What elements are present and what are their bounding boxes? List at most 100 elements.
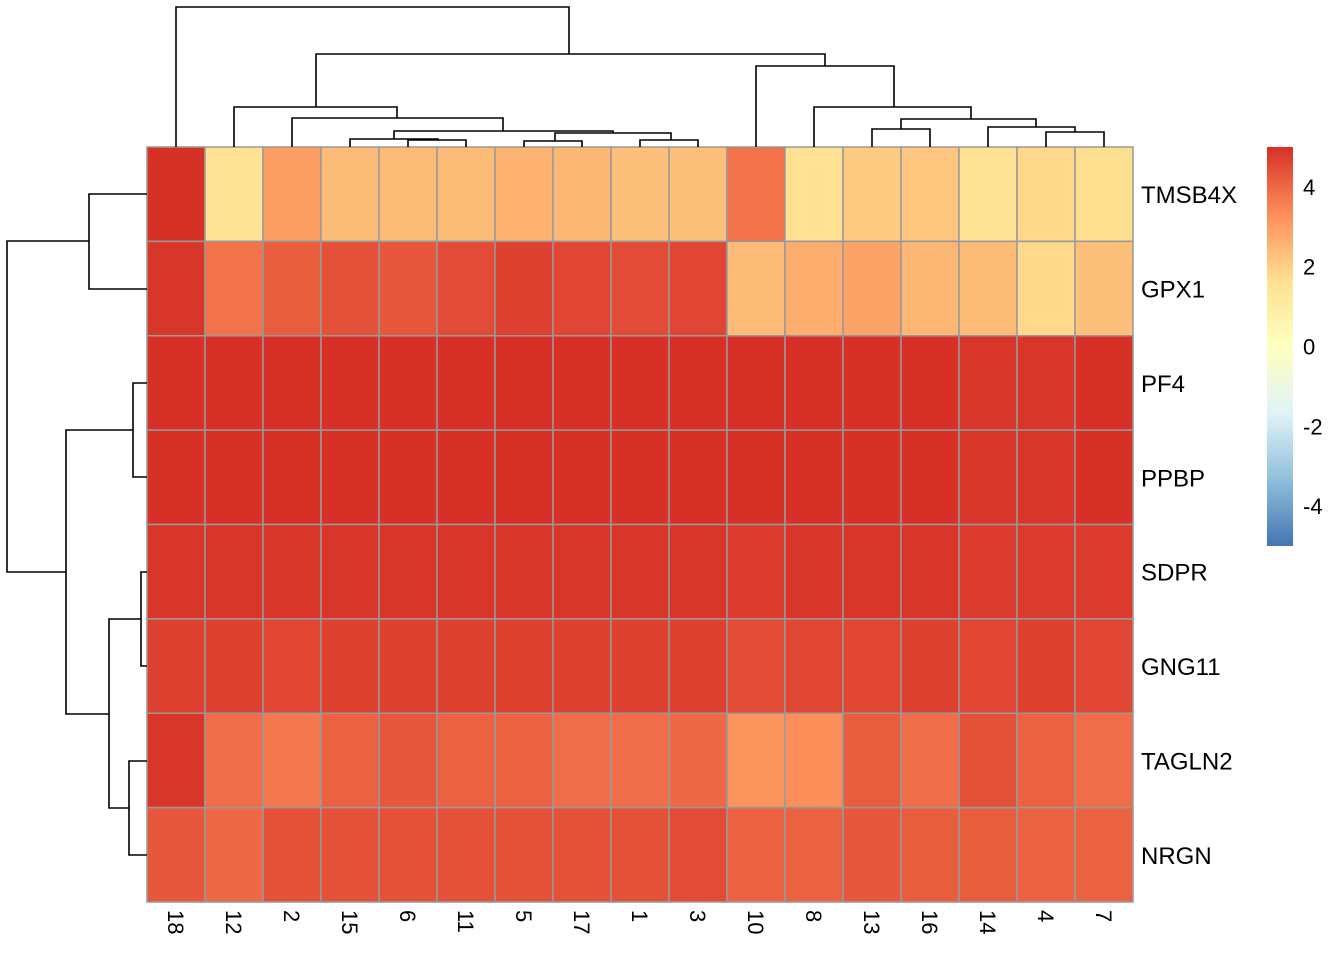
heatmap-cell [900,806,960,903]
col-dendro-node [315,53,826,107]
heatmap-cell [204,523,264,620]
heatmap-cell [378,335,438,431]
heatmap-cell [320,618,380,714]
row-label: GNG11 [1141,654,1221,681]
heatmap-cell [262,146,322,243]
row-labels: TMSB4X GPX1 PF4 PPBP SDPR GNG11 TAGLN2 NRGN [1141,182,1237,870]
heatmap-cell [552,240,612,337]
heatmap-cell [668,429,728,526]
col-dendro-node [639,139,699,147]
heatmap-cell [378,712,438,809]
column-labels: 18 12 2 15 6 11 5 17 1 3 10 8 13 16 14 4 7 [163,910,1116,934]
heatmap-cell [1074,146,1134,243]
heatmap-cell [1016,429,1076,526]
heatmap-cell [320,240,380,337]
heatmap-cell [552,806,612,903]
heatmap-cell [494,146,554,243]
color-legend: 4 2 0 -2 -4 [1267,147,1323,546]
heatmap-cell [436,429,496,526]
heatmap-cell [494,335,554,431]
heatmap-cell [1016,806,1076,903]
heatmap-cell [1016,335,1076,431]
heatmap-cell [610,712,670,809]
heatmap-cell [900,523,960,620]
column-label: 16 [917,910,942,934]
heatmap-cell [1016,146,1076,243]
heatmap-cell [436,523,496,620]
heatmap-cell [842,523,902,620]
heatmap-cell [1016,712,1076,809]
heatmap-cell [494,523,554,620]
heatmap-cell [436,335,496,431]
heatmap-cell [146,335,206,431]
col-dendro-node [407,139,467,147]
heatmap-cell [668,335,728,431]
legend-tick-label: 4 [1303,175,1315,200]
column-label: 6 [395,910,420,922]
col-dendro-node [871,128,931,147]
heatmap-cell [784,806,844,903]
column-label: 13 [859,910,884,934]
column-label: 15 [337,910,362,934]
heatmap-cell [204,618,264,714]
column-label: 1 [627,910,652,922]
heatmap-cell [958,146,1018,243]
heatmap-cell [900,146,960,243]
heatmap-cell [1016,523,1076,620]
heatmap-cell [842,429,902,526]
heatmap-cell [784,429,844,526]
heatmap-cell [1074,712,1134,809]
heatmap-cell [552,523,612,620]
heatmap-cell [320,523,380,620]
legend-tick-label: 2 [1303,255,1315,280]
heatmap-cell [784,712,844,809]
heatmap-cell [378,146,438,243]
heatmap-cell [146,429,206,526]
heatmap-cell [262,618,322,714]
heatmap-cell [1074,335,1134,431]
heatmap-cell [204,240,264,337]
heatmap-cell [726,712,786,809]
heatmap-cell [1016,240,1076,337]
heatmap-cell [494,429,554,526]
heatmap-cell [378,618,438,714]
heatmap-cell [436,712,496,809]
column-label: 18 [163,910,188,934]
heatmap-cell [610,523,670,620]
heatmap-cell [958,335,1018,431]
column-label: 12 [221,910,246,934]
heatmap-cell [552,712,612,809]
column-label: 14 [975,910,1000,934]
heatmap-cell [958,429,1018,526]
heatmap-cells [146,146,1134,903]
heatmap-cell [842,618,902,714]
column-label: 4 [1033,910,1058,922]
heatmap-cell [204,429,264,526]
legend-tick-label: 0 [1303,335,1315,360]
column-label: 10 [743,910,768,934]
heatmap-cell [146,146,206,243]
heatmap-cell [668,523,728,620]
color-legend-bar [1267,147,1293,546]
heatmap-cell [900,240,960,337]
heatmap-cell [146,806,206,903]
heatmap-cell [610,429,670,526]
heatmap-cell [784,618,844,714]
heatmap-cell [610,335,670,431]
heatmap-cell [668,240,728,337]
heatmap-cell [146,240,206,337]
heatmap-cell [610,806,670,903]
column-label: 11 [453,910,478,933]
heatmap-cell [726,618,786,714]
row-dendro-node [140,571,147,667]
row-dendro-node [108,618,141,809]
heatmap-cell [436,240,496,337]
heatmap-cell [784,335,844,431]
heatmap-cell [204,335,264,431]
heatmap-cell [784,240,844,337]
heatmap-cell [1074,523,1134,620]
heatmap-cell [1074,618,1134,714]
heatmap-cell [784,146,844,243]
heatmap-cell [842,806,902,903]
